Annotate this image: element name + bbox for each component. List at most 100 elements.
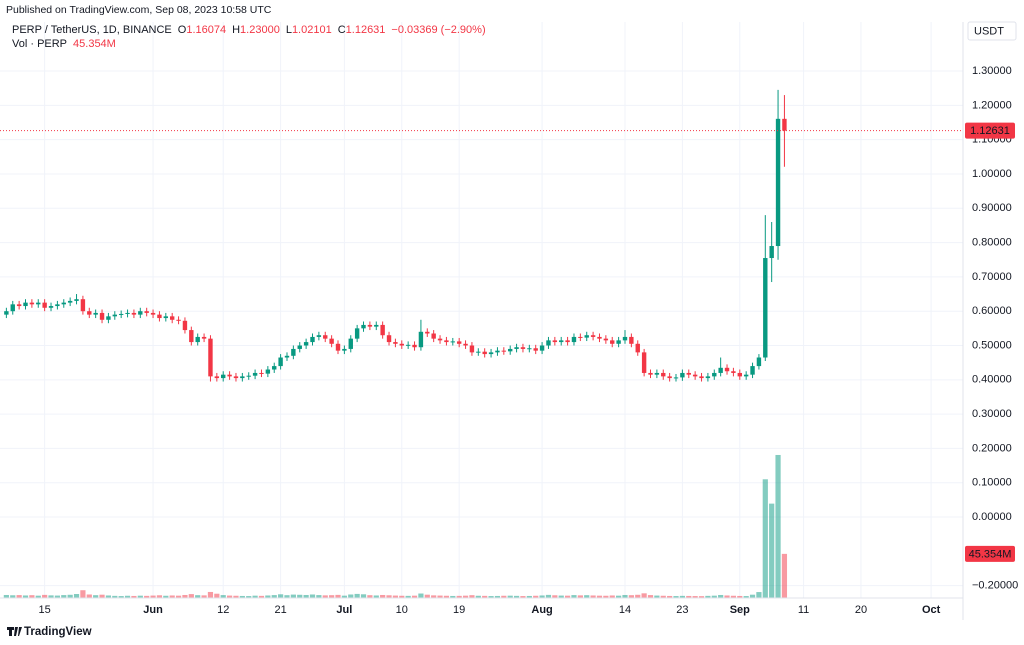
x-tick-label: 20 bbox=[855, 604, 867, 616]
volume-bar bbox=[112, 595, 118, 598]
currency-box[interactable] bbox=[967, 21, 1017, 41]
candle-body bbox=[169, 316, 175, 320]
candle-body bbox=[507, 348, 513, 352]
candle-body bbox=[278, 357, 283, 367]
volume-bar bbox=[93, 595, 99, 598]
volume-bar bbox=[80, 590, 86, 598]
volume-bar bbox=[169, 595, 175, 598]
volume-bar bbox=[737, 595, 743, 598]
volume-bar bbox=[73, 594, 80, 598]
candle-body bbox=[629, 336, 634, 344]
candle-body bbox=[450, 341, 456, 343]
candle-body bbox=[112, 314, 117, 317]
volume-bar bbox=[10, 595, 16, 598]
last-volume-box bbox=[965, 545, 1015, 562]
volume-bar bbox=[297, 594, 303, 598]
volume-bar bbox=[322, 595, 328, 598]
x-tick-label: 23 bbox=[676, 604, 688, 616]
volume-bar bbox=[386, 595, 392, 598]
volume-bar bbox=[367, 595, 373, 598]
candle-body bbox=[641, 352, 647, 373]
candle-body bbox=[265, 369, 271, 374]
candle-body bbox=[756, 357, 762, 367]
volume-bar bbox=[507, 595, 513, 598]
volume-bar bbox=[571, 595, 577, 598]
volume-bar bbox=[290, 594, 296, 598]
candle-body bbox=[501, 350, 507, 352]
volume-bar bbox=[303, 594, 309, 598]
candle-body bbox=[565, 340, 570, 343]
volume-bar bbox=[501, 595, 507, 598]
y-tick-label: 0.00000 bbox=[972, 511, 1012, 523]
volume-bar bbox=[380, 594, 386, 598]
volume-bar bbox=[405, 595, 411, 598]
volume-bar bbox=[462, 595, 469, 598]
candle-body bbox=[386, 335, 392, 343]
candle-body bbox=[329, 338, 334, 344]
volume-bar bbox=[61, 595, 67, 598]
candle-body bbox=[61, 302, 66, 305]
volume-bar bbox=[437, 595, 443, 598]
candle-body bbox=[284, 355, 290, 358]
volume-bar bbox=[54, 595, 60, 598]
volume-bar bbox=[762, 479, 768, 598]
published-note: Published on TradingView.com, Sep 08, 20… bbox=[6, 4, 272, 16]
y-tick-label: 1.30000 bbox=[972, 65, 1012, 77]
candle-body bbox=[189, 330, 194, 343]
volume-bar bbox=[724, 595, 730, 598]
volume-bar bbox=[616, 595, 622, 598]
last-price-label: 1.12631 bbox=[970, 125, 1010, 137]
candle-body bbox=[272, 366, 277, 370]
volume-bar bbox=[144, 595, 150, 598]
candle-body bbox=[55, 304, 60, 307]
candle-body bbox=[648, 372, 653, 375]
candle-body bbox=[157, 314, 162, 319]
candle-body bbox=[106, 316, 111, 320]
ohlc-value: 1.16074 bbox=[186, 24, 226, 36]
volume-bar bbox=[354, 593, 360, 598]
volume-bar bbox=[252, 595, 258, 598]
candle-body bbox=[712, 372, 717, 377]
candle-body bbox=[80, 299, 86, 312]
candle-body bbox=[539, 345, 545, 351]
currency[interactable]: USDT bbox=[974, 25, 1004, 37]
volume-bar bbox=[411, 595, 418, 598]
candle-body bbox=[4, 311, 9, 315]
y-tick-label: 1.00000 bbox=[972, 168, 1012, 180]
volume-bar bbox=[67, 594, 73, 598]
volume-bar bbox=[233, 595, 239, 598]
candle-body bbox=[208, 338, 213, 377]
y-tick-label: 0.40000 bbox=[972, 374, 1012, 386]
volume-bar bbox=[743, 596, 749, 598]
volume-bar bbox=[769, 503, 775, 598]
symbol: PERP / TetherUS, 1D, BINANCE bbox=[12, 24, 172, 36]
candle-body bbox=[737, 372, 742, 377]
ohlc-value: 1.23000 bbox=[240, 24, 280, 36]
x-tick-label: Jul bbox=[336, 604, 352, 616]
volume-bar bbox=[42, 594, 48, 598]
candle-body bbox=[552, 340, 558, 343]
volume-bar bbox=[360, 594, 367, 598]
candle-body bbox=[699, 376, 704, 379]
x-tick-label: Jun bbox=[143, 604, 163, 616]
candle-body bbox=[29, 302, 35, 305]
candle-body bbox=[48, 306, 54, 308]
candle-body bbox=[405, 344, 411, 346]
volume-bar bbox=[775, 454, 781, 598]
candle-body bbox=[182, 320, 188, 331]
volume-bar bbox=[469, 595, 475, 598]
volume-bar bbox=[488, 596, 494, 598]
candle-body bbox=[425, 331, 430, 334]
x-tick-label: Sep bbox=[730, 604, 750, 616]
candle-body bbox=[399, 343, 404, 346]
candle-body bbox=[469, 345, 475, 353]
volume-bar bbox=[654, 595, 660, 598]
candle-body bbox=[597, 336, 602, 339]
volume-bar bbox=[552, 595, 558, 598]
candle-body bbox=[482, 351, 487, 355]
volume-bar bbox=[635, 594, 641, 598]
volume-bar bbox=[48, 595, 54, 598]
candle-body bbox=[418, 331, 424, 348]
candle-body bbox=[393, 342, 398, 344]
candle-body bbox=[361, 324, 366, 329]
